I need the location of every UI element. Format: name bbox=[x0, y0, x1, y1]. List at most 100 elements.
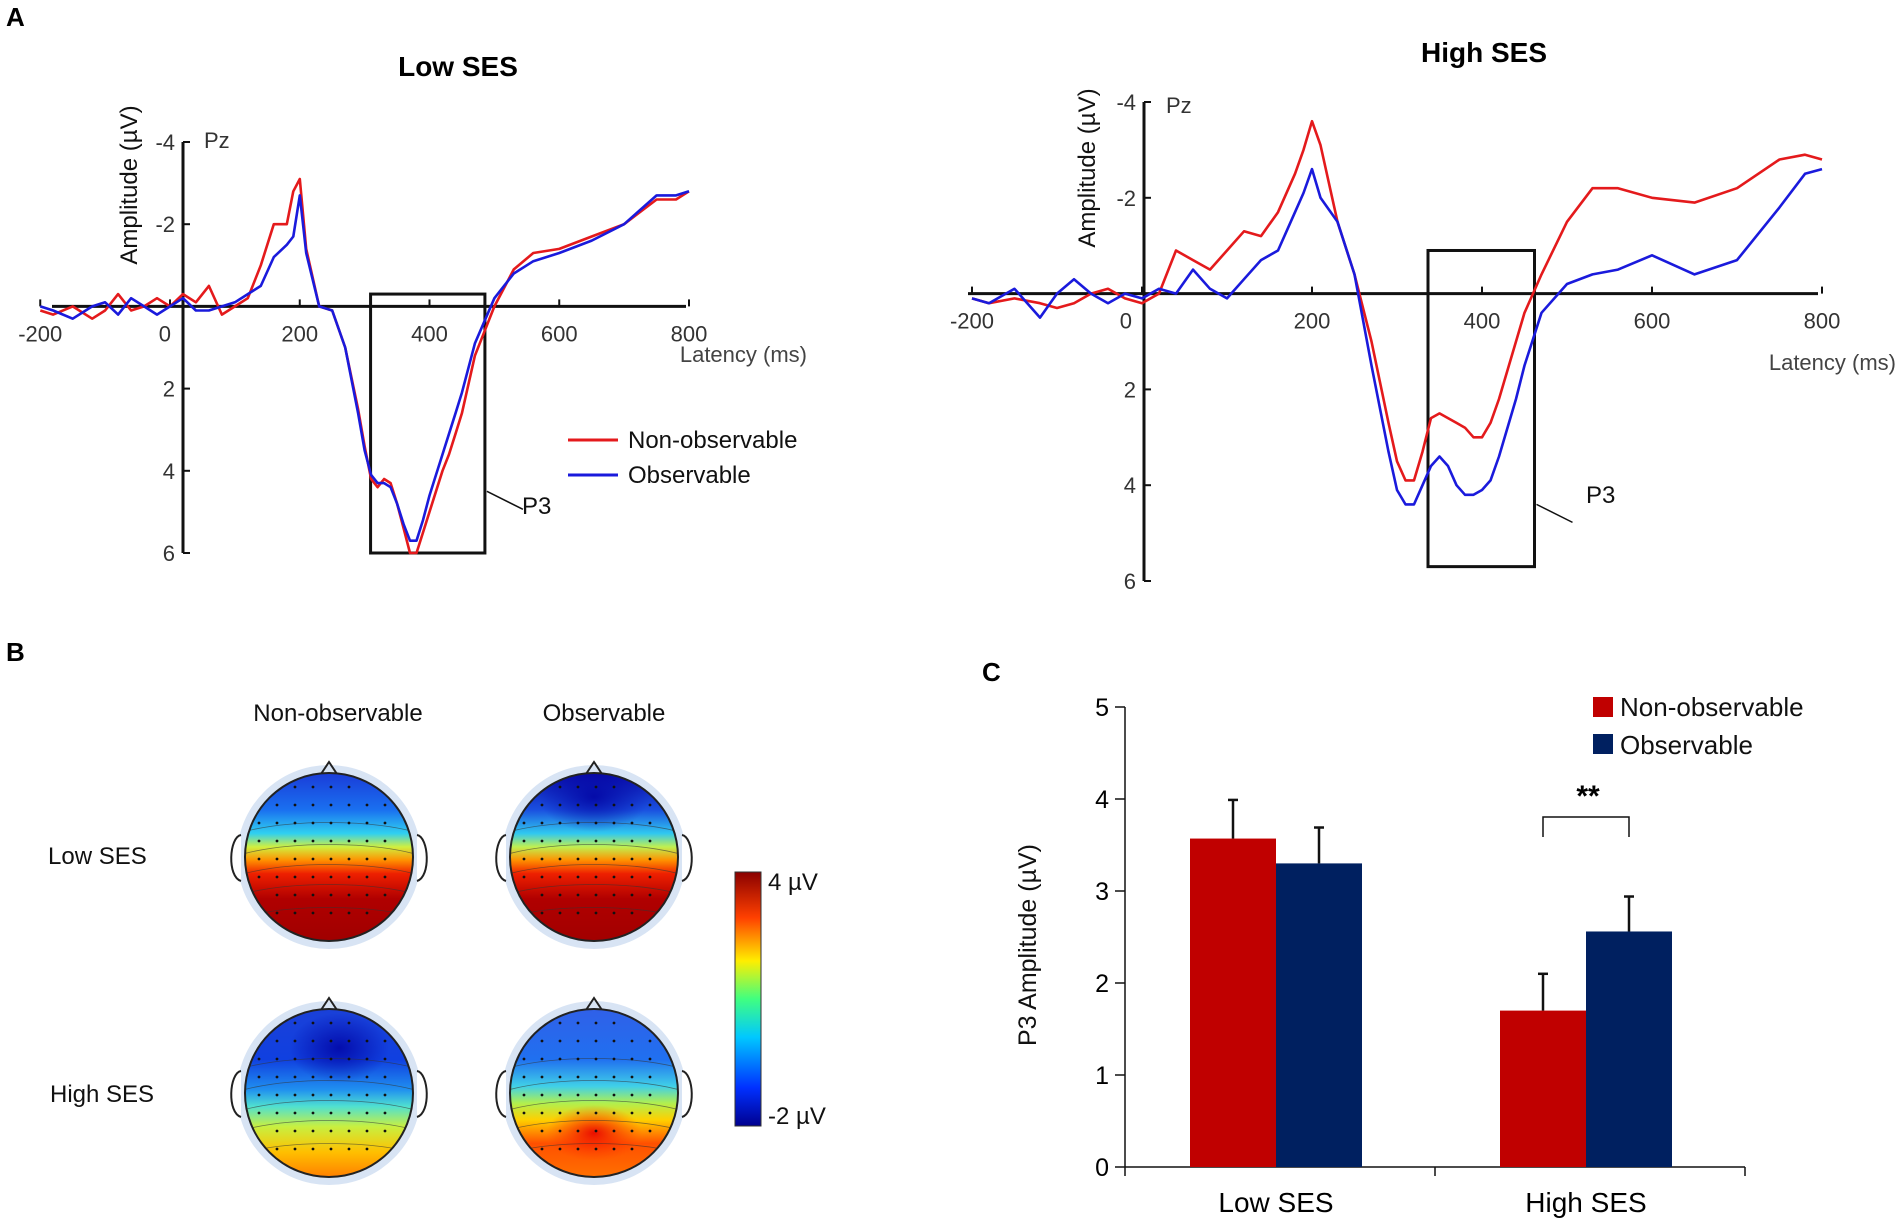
electrode bbox=[347, 875, 351, 879]
erp-title: High SES bbox=[1421, 37, 1547, 68]
panel-letter-c: C bbox=[982, 657, 1001, 687]
electrode bbox=[293, 911, 297, 915]
electrode bbox=[347, 1093, 351, 1097]
legend-swatch-observable bbox=[1593, 734, 1613, 754]
electrode bbox=[311, 911, 315, 915]
electrode bbox=[522, 1057, 526, 1061]
ear-left bbox=[495, 1070, 507, 1118]
electrode bbox=[293, 1039, 297, 1043]
electrode bbox=[293, 857, 297, 861]
electrode bbox=[365, 839, 369, 843]
electrode bbox=[329, 1093, 333, 1097]
electrode bbox=[594, 1129, 598, 1133]
electrode bbox=[594, 857, 598, 861]
electrode bbox=[365, 1075, 369, 1079]
electrode bbox=[594, 1021, 598, 1025]
y-tick-label: 4 bbox=[163, 459, 175, 484]
colorbar bbox=[734, 871, 762, 1127]
contour-line bbox=[245, 1058, 413, 1070]
electrode bbox=[347, 839, 351, 843]
electrode bbox=[576, 785, 580, 789]
erp-line-observable bbox=[971, 167, 1823, 506]
topo-column-non-observable: Non-observable bbox=[253, 700, 422, 727]
topo-row-high-ses: High SES bbox=[50, 1081, 154, 1108]
electrode bbox=[257, 839, 261, 843]
electrode bbox=[558, 1093, 562, 1097]
electrode bbox=[648, 839, 652, 843]
electrode bbox=[594, 1093, 598, 1097]
electrode bbox=[383, 875, 387, 879]
electrode bbox=[293, 1129, 297, 1133]
electrode bbox=[558, 875, 562, 879]
electrode bbox=[612, 1021, 616, 1025]
head-map bbox=[510, 773, 678, 941]
electrode bbox=[576, 1039, 580, 1043]
electrode bbox=[648, 1075, 652, 1079]
electrode bbox=[540, 1147, 544, 1151]
electrode bbox=[329, 857, 333, 861]
electrode bbox=[311, 1057, 315, 1061]
y-tick-label: 1 bbox=[1095, 1062, 1109, 1090]
y-tick-label: 5 bbox=[1095, 694, 1109, 722]
contour-line bbox=[245, 864, 413, 876]
electrode bbox=[576, 1129, 580, 1133]
bar-non-observable bbox=[1190, 838, 1276, 1167]
electrode bbox=[612, 1039, 616, 1043]
y-tick-label: 6 bbox=[163, 541, 175, 566]
electrode bbox=[576, 1093, 580, 1097]
electrode bbox=[347, 785, 351, 789]
electrode bbox=[630, 1111, 634, 1115]
electrode bbox=[648, 1111, 652, 1115]
electrode bbox=[594, 911, 598, 915]
contour-line bbox=[510, 822, 678, 834]
contour-line bbox=[510, 1058, 678, 1070]
electrode bbox=[540, 803, 544, 807]
electrode bbox=[648, 1129, 652, 1133]
x-tick-label: 200 bbox=[1294, 309, 1331, 334]
electrode bbox=[329, 785, 333, 789]
p3-arrow bbox=[486, 490, 524, 511]
x-tick-label: 400 bbox=[1464, 309, 1501, 334]
x-tick-label: 0 bbox=[1120, 309, 1132, 334]
contour-line bbox=[245, 1100, 413, 1112]
electrode bbox=[558, 1129, 562, 1133]
electrode bbox=[275, 875, 279, 879]
p3-window-box bbox=[369, 292, 487, 555]
x-tick-label: 200 bbox=[281, 321, 318, 346]
electrode bbox=[558, 1021, 562, 1025]
electrode bbox=[630, 821, 634, 825]
electrode bbox=[365, 1057, 369, 1061]
head-outline bbox=[244, 1008, 414, 1178]
y-tick-label: -2 bbox=[1116, 186, 1136, 211]
x-axis-label: Latency (ms) bbox=[1769, 350, 1896, 375]
erp-chart-low-ses: Low SES Amplitude (µV) Pz Latency (ms) P… bbox=[18, 51, 807, 566]
y-axis-label: P3 Amplitude (µV) bbox=[1014, 844, 1042, 1046]
category-label: High SES bbox=[1525, 1187, 1646, 1218]
electrode bbox=[576, 821, 580, 825]
y-tick-label: -2 bbox=[155, 212, 175, 237]
electrode bbox=[311, 1075, 315, 1079]
electrode bbox=[329, 1129, 333, 1133]
electrode bbox=[648, 803, 652, 807]
ear-left bbox=[495, 834, 507, 882]
electrode bbox=[576, 893, 580, 897]
category-label: Low SES bbox=[1218, 1187, 1333, 1218]
electrode bbox=[648, 1039, 652, 1043]
ear-right bbox=[681, 1070, 693, 1118]
electrode bbox=[311, 1147, 315, 1151]
colorbar-max-label: 4 µV bbox=[768, 869, 818, 896]
electrode bbox=[383, 1057, 387, 1061]
electrode bbox=[540, 857, 544, 861]
electrode bbox=[293, 1093, 297, 1097]
electrode bbox=[293, 1147, 297, 1151]
electrode bbox=[648, 1057, 652, 1061]
bar-observable bbox=[1276, 863, 1362, 1167]
electrode bbox=[540, 839, 544, 843]
x-tick-label: 800 bbox=[1804, 309, 1841, 334]
x-tick-label: 600 bbox=[1634, 309, 1671, 334]
y-tick-label: 0 bbox=[1095, 1154, 1109, 1182]
electrode bbox=[329, 1057, 333, 1061]
electrode bbox=[311, 839, 315, 843]
electrode bbox=[576, 1057, 580, 1061]
contour-line bbox=[510, 1080, 678, 1092]
